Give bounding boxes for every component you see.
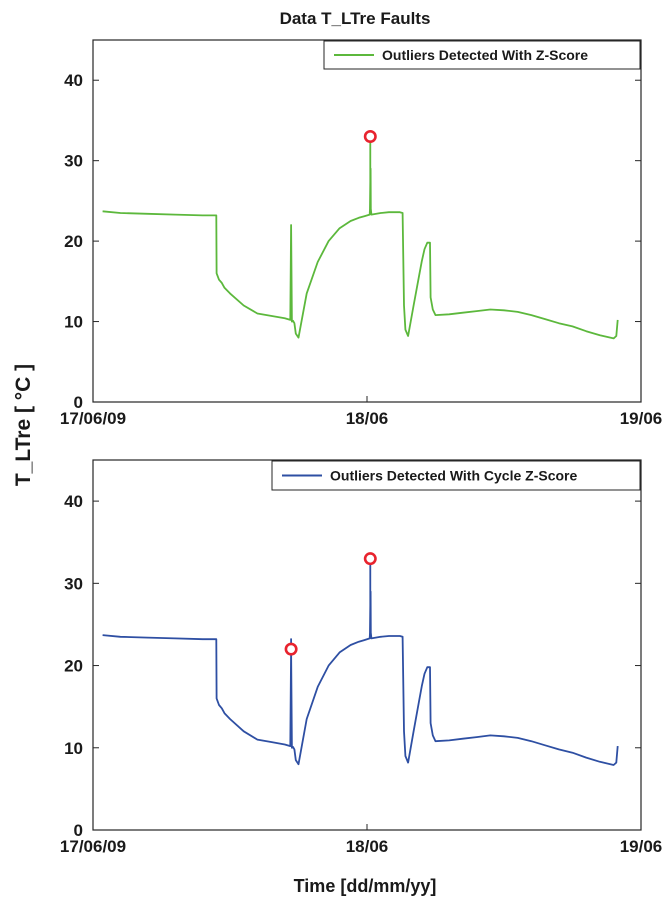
y-tick-label: 0 [74,393,83,412]
x-tick-label: 19/06 [620,409,663,428]
y-tick-label: 30 [64,574,83,593]
legend-box [271,460,641,491]
legend-box [323,40,641,70]
y-tick-label: 0 [74,821,83,840]
outlier-marker [363,552,377,566]
y-tick-label: 20 [64,232,83,251]
plot-outliers-z-score: 0 10 20 30 40 17/06/09 18/06 19/06 Outliers Dete… [60,39,663,428]
y-tick-label: 10 [64,313,83,332]
x-tick-label: 18/06 [346,837,389,856]
figure-title: Data T_LTre Faults [280,9,431,28]
shared-y-axis-label: T_LTre [ °C ] [12,364,35,486]
x-axis-label: Time [dd/mm/yy] [294,876,437,896]
x-tick-label: 19/06 [620,837,663,856]
x-tick-label: 18/06 [346,409,389,428]
y-tick-label: 40 [64,71,83,90]
legend-label: Outliers Detected With Cycle Z-Score [330,468,577,484]
plot-outliers-cycle-z-score: 0 10 20 30 40 17/06/09 18/06 19/06 Outliers Dete… [60,459,663,856]
outlier-marker [363,130,377,144]
y-tick-label: 40 [64,492,83,511]
y-tick-label: 10 [64,739,83,758]
y-tick-label: 30 [64,152,83,171]
y-tick-label: 20 [64,657,83,676]
legend-label: Outliers Detected With Z-Score [382,47,588,63]
axes-frame [92,39,642,403]
outlier-marker [284,642,298,656]
axes-frame [92,459,642,831]
x-tick-label: 17/06/09 [60,837,126,856]
x-tick-label: 17/06/09 [60,409,126,428]
